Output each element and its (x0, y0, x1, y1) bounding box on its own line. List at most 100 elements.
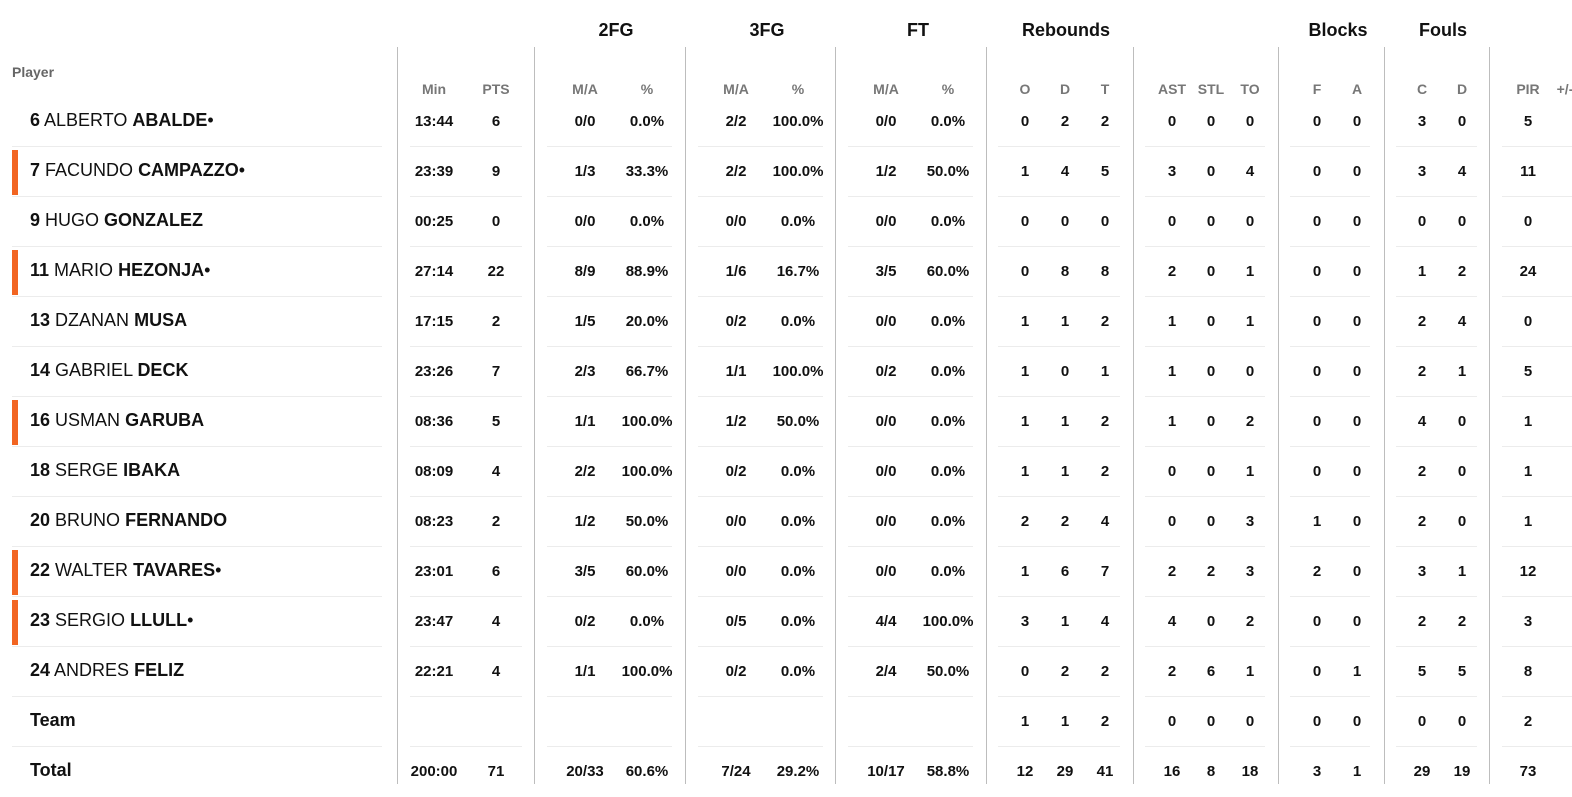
stat-cell: 8/9 (574, 263, 596, 280)
player-name[interactable]: 24 ANDRES FELIZ (30, 660, 184, 681)
row-divider (848, 196, 973, 197)
row-divider (998, 646, 1120, 647)
row-divider (998, 396, 1120, 397)
row-divider (998, 246, 1120, 247)
player-row[interactable]: 24 ANDRES FELIZ 22:21 4 1/1 100.0% 0/2 0.0% 2/4… (0, 647, 1572, 697)
player-row[interactable]: 13 DZANAN MUSA 17:15 2 1/5 20.0% 0/2 0.0% 0/0 0.… (0, 297, 1572, 347)
row-divider (1290, 346, 1370, 347)
player-row[interactable]: 14 GABRIEL DECK 23:26 7 2/3 66.7% 1/1 100.0% 0/… (0, 347, 1572, 397)
stat-cell: 100.0% (772, 363, 824, 380)
player-name[interactable]: 23 SERGIO LLULL• (30, 610, 193, 631)
stat-cell: 5 (1417, 663, 1427, 680)
player-name[interactable]: 13 DZANAN MUSA (30, 310, 187, 331)
column-header: C (1416, 81, 1428, 97)
row-divider (410, 546, 522, 547)
row-divider (1502, 496, 1572, 497)
stat-cell: 1 (1167, 313, 1177, 330)
row-divider (547, 746, 672, 747)
player-row[interactable]: 23 SERGIO LLULL• 23:47 4 0/2 0.0% 0/5 0.0% 4/4 1… (0, 597, 1572, 647)
stat-cell: 2 (1060, 663, 1070, 680)
player-name[interactable]: 7 FACUNDO CAMPAZZO• (30, 160, 245, 181)
player-row[interactable]: 6 ALBERTO ABALDE• 13:44 6 0/0 0.0% 2/2 100.0% 0… (0, 97, 1572, 147)
row-divider (998, 596, 1120, 597)
stat-cell: 100.0% (621, 663, 673, 680)
row-divider (547, 296, 672, 297)
stat-cell: 18 (1241, 763, 1259, 780)
stat-cell: 2 (1417, 513, 1427, 530)
stat-cell: 8 (1060, 263, 1070, 280)
player-row[interactable]: 7 FACUNDO CAMPAZZO• 23:39 9 1/3 33.3% 2/2 100.… (0, 147, 1572, 197)
stat-cell: 0 (1523, 313, 1533, 330)
row-divider (1290, 146, 1370, 147)
row-divider (12, 396, 382, 397)
stat-cell: 1/1 (574, 413, 596, 430)
stat-cell: 0.0% (629, 113, 665, 130)
stat-cell: 0 (1417, 713, 1427, 730)
stat-cell: 0/5 (725, 613, 747, 630)
player-row[interactable]: 20 BRUNO FERNANDO 08:23 2 1/2 50.0% 0/0 0.0% 0/… (0, 497, 1572, 547)
player-name[interactable]: 11 MARIO HEZONJA• (30, 260, 210, 281)
stat-cell: 100.0% (922, 613, 974, 630)
player-row[interactable]: 22 WALTER TAVARES• 23:01 6 3/5 60.0% 0/0 0.0% 0… (0, 547, 1572, 597)
stat-cell: 3 (1020, 613, 1030, 630)
player-last-name: TAVARES (133, 560, 216, 580)
stat-cell: 1 (1245, 663, 1255, 680)
player-name[interactable]: 22 WALTER TAVARES• (30, 560, 221, 581)
row-divider (410, 146, 522, 147)
stat-cell: 1/3 (574, 163, 596, 180)
row-divider (410, 246, 522, 247)
stat-cell: 4 (1060, 163, 1070, 180)
stat-cell: 0/0 (725, 513, 747, 530)
stat-cell: 2 (1312, 563, 1322, 580)
row-divider (1145, 746, 1265, 747)
stat-cell: 0 (1312, 413, 1322, 430)
column-header: % (791, 81, 805, 97)
row-divider (410, 446, 522, 447)
row-divider (1396, 396, 1477, 397)
stat-cell: 200:00 (410, 763, 458, 780)
player-first-name: ALBERTO (44, 110, 128, 130)
stat-cell: 100.0% (772, 113, 824, 130)
row-divider (698, 346, 823, 347)
stat-cell: 0 (1352, 313, 1362, 330)
stat-cell: 4 (1167, 613, 1177, 630)
row-divider (1290, 496, 1370, 497)
player-name[interactable]: 6 ALBERTO ABALDE• (30, 110, 214, 131)
stat-cell: 33.3% (625, 163, 669, 180)
stat-cell: 0 (1457, 463, 1467, 480)
row-divider (848, 546, 973, 547)
stat-cell: 8 (1100, 263, 1110, 280)
stat-cell: 7/24 (721, 763, 751, 780)
stat-cell: 23:26 (414, 363, 454, 380)
stat-cell: 1 (1167, 413, 1177, 430)
total-label: Total (30, 760, 72, 780)
player-row[interactable]: 18 SERGE IBAKA 08:09 4 2/2 100.0% 0/2 0.0% 0/0 0… (0, 447, 1572, 497)
stat-cell: 4 (491, 613, 501, 630)
row-divider (410, 346, 522, 347)
player-name[interactable]: 20 BRUNO FERNANDO (30, 510, 227, 531)
row-divider (998, 446, 1120, 447)
stat-cell: 1 (1060, 463, 1070, 480)
stat-cell: 0.0% (780, 563, 816, 580)
stat-cell: 8 (1523, 663, 1533, 680)
player-name[interactable]: 9 HUGO GONZALEZ (30, 210, 203, 231)
row-divider (848, 296, 973, 297)
stat-cell: 2 (1100, 313, 1110, 330)
stat-cell: 0.0% (930, 563, 966, 580)
stat-cell: 1 (1020, 563, 1030, 580)
player-row[interactable]: 9 HUGO GONZALEZ 00:25 0 0/0 0.0% 0/0 0.0% 0/0 0.… (0, 197, 1572, 247)
player-row[interactable]: 16 USMAN GARUBA 08:36 5 1/1 100.0% 1/2 50.0% 0/… (0, 397, 1572, 447)
stat-cell: 0.0% (780, 313, 816, 330)
stat-cell: 00:25 (414, 213, 454, 230)
stat-cell: 0 (1020, 663, 1030, 680)
stat-cell: 0.0% (930, 513, 966, 530)
stat-cell: 11 (1520, 163, 1536, 180)
player-name[interactable]: 16 USMAN GARUBA (30, 410, 204, 431)
player-name[interactable]: 18 SERGE IBAKA (30, 460, 180, 481)
row-divider (1502, 346, 1572, 347)
player-row[interactable]: 11 MARIO HEZONJA• 27:14 22 8/9 88.9% 1/6 16.7%… (0, 247, 1572, 297)
column-divider (1384, 47, 1385, 784)
stat-cell: 13:44 (414, 113, 454, 130)
player-number: 6 (30, 110, 41, 130)
player-name[interactable]: 14 GABRIEL DECK (30, 360, 188, 381)
